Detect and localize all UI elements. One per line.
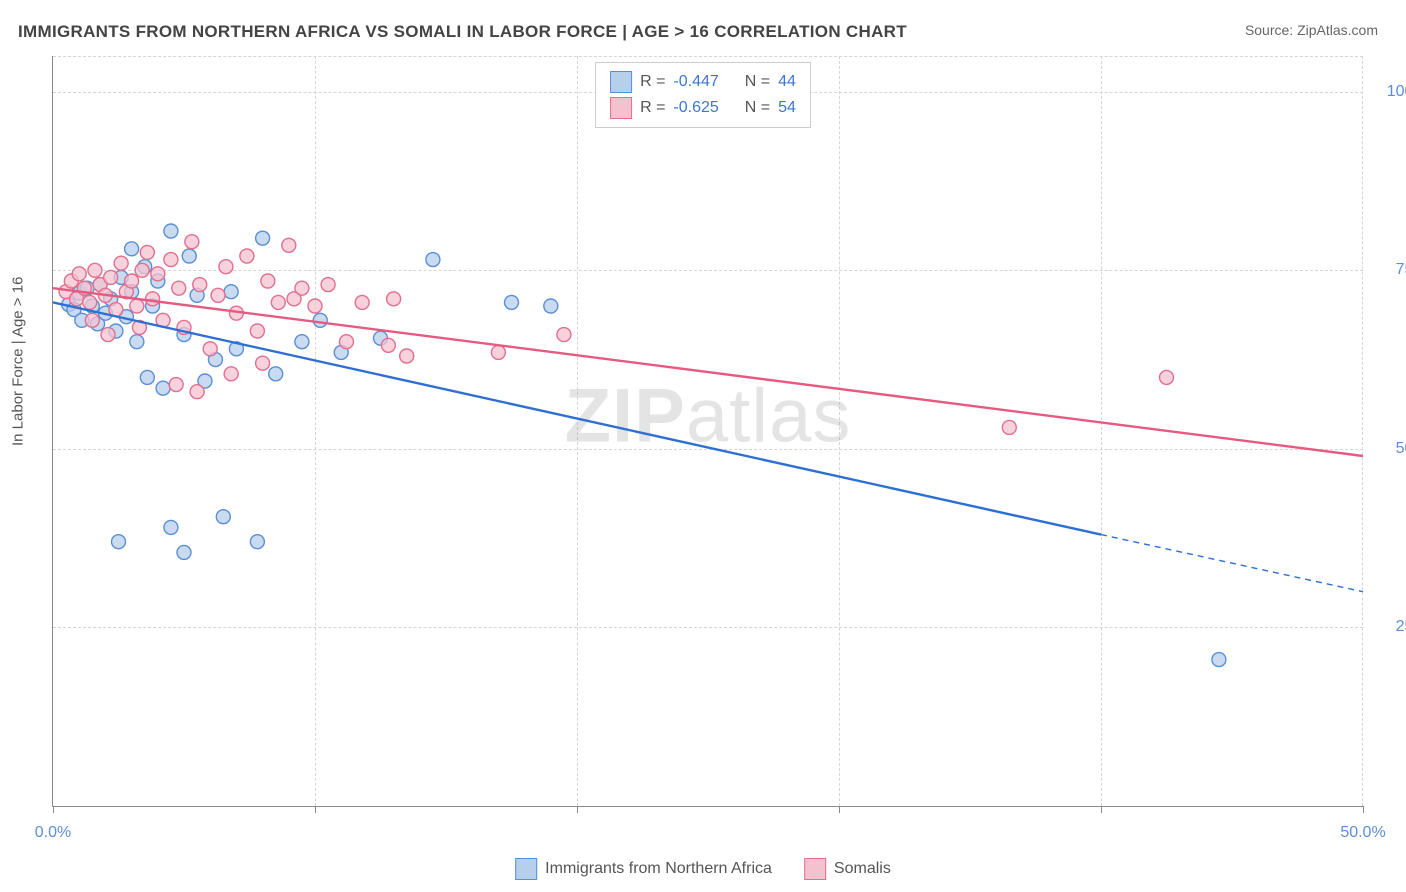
swatch-bottom-2 [804, 858, 826, 880]
y-tick-label: 25.0% [1371, 618, 1406, 636]
legend-item-2: Somalis [804, 858, 891, 880]
series-legend: Immigrants from Northern Africa Somalis [515, 858, 891, 880]
x-tick-label: 50.0% [1340, 824, 1385, 842]
legend-label-1: Immigrants from Northern Africa [545, 860, 772, 878]
y-axis-label: In Labor Force | Age > 16 [10, 277, 27, 446]
swatch-series-1 [610, 71, 632, 93]
y-tick-label: 75.0% [1371, 261, 1406, 279]
legend-label-2: Somalis [834, 860, 891, 878]
correlation-legend: R = -0.447 N = 44 R = -0.625 N = 54 [595, 62, 811, 128]
legend-row-1: R = -0.447 N = 44 [610, 69, 796, 95]
legend-row-2: R = -0.625 N = 54 [610, 95, 796, 121]
x-tick-label: 0.0% [35, 824, 71, 842]
plot-area: ZIPatlas 25.0%50.0%75.0%100.0%0.0%50.0% [52, 56, 1363, 807]
swatch-series-2 [610, 97, 632, 119]
legend-item-1: Immigrants from Northern Africa [515, 858, 772, 880]
chart-svg [53, 56, 1363, 806]
chart-title: IMMIGRANTS FROM NORTHERN AFRICA VS SOMAL… [18, 22, 907, 42]
y-tick-label: 50.0% [1371, 440, 1406, 458]
source-label: Source: ZipAtlas.com [1245, 22, 1378, 38]
y-tick-label: 100.0% [1371, 83, 1406, 101]
swatch-bottom-1 [515, 858, 537, 880]
